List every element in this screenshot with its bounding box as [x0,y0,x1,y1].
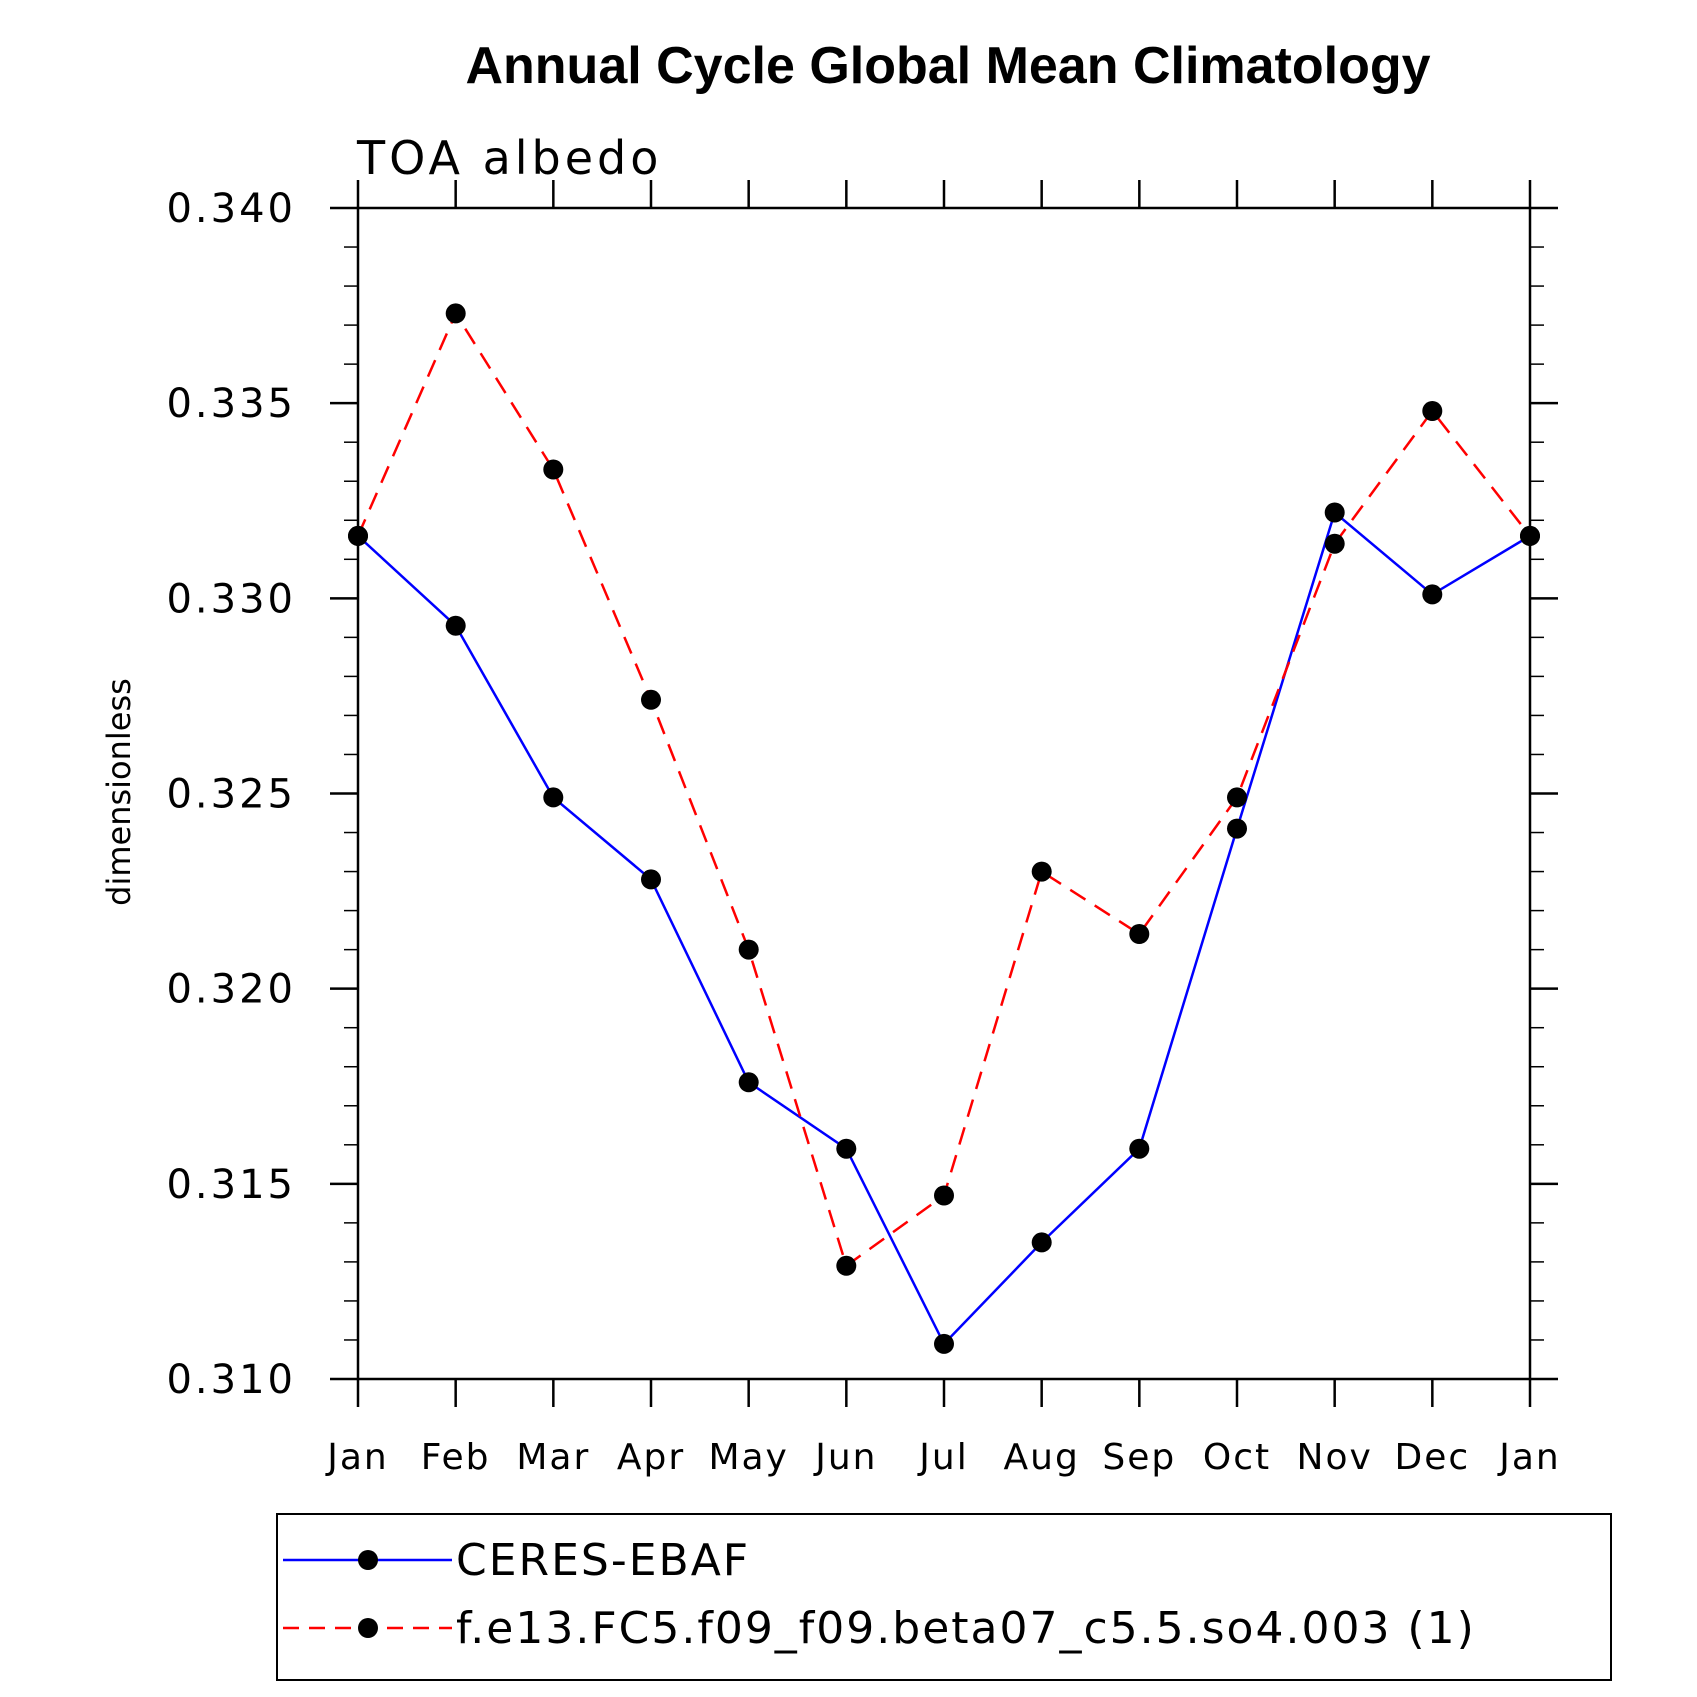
y-tick-label: 0.320 [166,967,296,1013]
legend-marker-model [358,1618,378,1638]
x-tick-label: Feb [421,1437,491,1478]
series-1-point [1227,787,1247,808]
x-tick-label: Sep [1102,1437,1176,1478]
series-1-point [543,459,564,480]
legend-box [276,1513,1612,1681]
x-tick-label: Mar [516,1437,590,1478]
series-layer [348,303,1540,1354]
x-tick-label: Nov [1297,1437,1373,1478]
legend: CERES-EBAF f.e13.FC5.f09_f09.beta07_c5.5… [276,1513,1612,1681]
y-tick-label: 0.325 [166,772,296,818]
series-1-point [738,939,759,960]
y-tick-label: 0.335 [166,381,296,427]
y-tick-label: 0.340 [166,186,296,232]
chart-subtitle: TOA albedo [356,131,662,185]
series-0-point [1324,502,1345,523]
series-0-point [1422,584,1443,605]
series-1-point [445,303,466,324]
y-tick-label: 0.310 [166,1357,296,1403]
legend-label-ceres: CERES-EBAF [456,1535,750,1586]
x-tick-label: Jun [813,1437,877,1478]
series-0-point [738,1072,759,1093]
series-0-point [1227,818,1247,839]
series-1-point [1031,861,1052,882]
series-0-point [1129,1138,1150,1159]
series-0-point [543,787,564,808]
series-line-0 [357,510,1531,1347]
series-1-point [1129,924,1150,944]
x-tick-label: Apr [617,1437,685,1478]
y-axis-label: dimensionless [100,678,138,906]
series-0-point [1031,1232,1052,1253]
series-0-point [934,1333,954,1354]
series-0-point [836,1138,857,1159]
series-1-point [1324,533,1345,554]
series-1-point [1520,525,1540,546]
axis-ticks [330,180,1558,1407]
x-tick-label: Jul [917,1437,968,1478]
y-tick-label: 0.315 [166,1162,296,1208]
legend-marker-ceres [358,1550,378,1570]
series-1-point [836,1255,857,1276]
series-1-point [348,525,368,546]
series-0-point [641,869,661,890]
series-line-1 [356,310,1531,1268]
x-tick-labels: Jan Feb Mar Apr May Jun Jul Aug Sep Oct Nov Dec Jan [325,1437,1561,1478]
x-tick-label: May [708,1437,788,1478]
legend-label-model: f.e13.FC5.f09_f09.beta07_c5.5.so4.003 (1… [456,1603,1476,1654]
x-tick-label: Aug [1004,1437,1080,1478]
x-tick-label: Jan [1497,1437,1561,1478]
series-1-point [641,689,661,710]
y-tick-labels: 0.310 0.315 0.320 0.325 0.330 0.335 0.340 [166,186,296,1403]
chart-title: Annual Cycle Global Mean Climatology [465,37,1430,95]
y-tick-label: 0.330 [166,576,296,622]
x-tick-label: Dec [1394,1437,1470,1478]
series-1-point [1422,401,1443,421]
series-0-point [445,615,466,636]
x-tick-label: Oct [1203,1437,1271,1478]
series-1-point [934,1185,954,1206]
x-tick-label: Jan [325,1437,389,1478]
